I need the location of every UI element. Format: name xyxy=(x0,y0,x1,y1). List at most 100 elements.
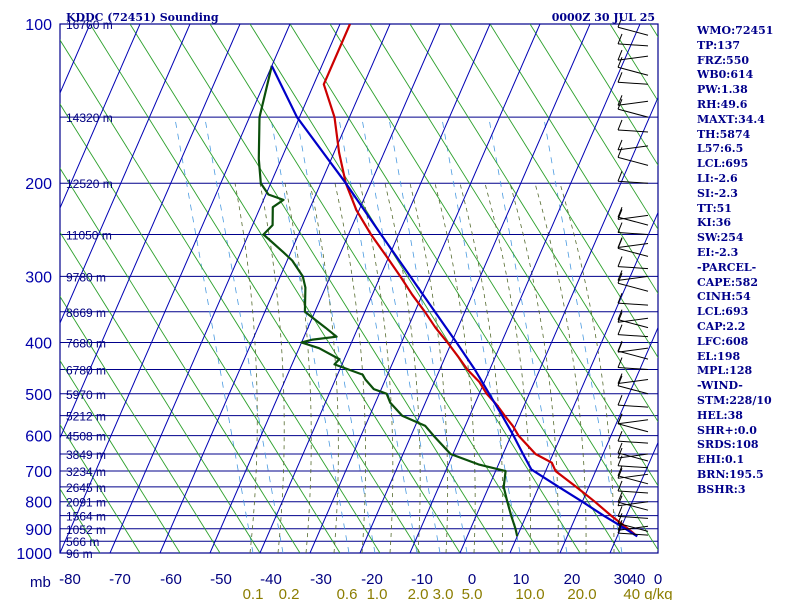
height-label: 7680 m xyxy=(66,336,106,350)
wind-barb-shaft xyxy=(617,247,649,257)
series-layer xyxy=(257,24,638,538)
height-label: 14320 m xyxy=(66,111,113,125)
wind-barb-flag xyxy=(617,357,623,368)
plot-frame xyxy=(59,23,659,554)
wind-barb-shaft xyxy=(617,367,649,371)
wind-barb-shaft xyxy=(617,465,649,469)
wind-barb-flag xyxy=(617,147,623,158)
wind-barb-flag xyxy=(617,292,623,304)
wind-barb-shaft xyxy=(617,350,649,360)
index-row: EI:-2.3 xyxy=(697,245,739,259)
isotherm-30 xyxy=(609,441,658,553)
wind-barb xyxy=(617,495,649,507)
index-row: RH:49.6 xyxy=(697,97,748,111)
indices-panel: WMO:72451 TP:137 FRZ:550 WB0:614 PW:1.38 RH:4… xyxy=(697,24,797,498)
wind-barb-shaft xyxy=(617,26,649,36)
wind-barb-shaft xyxy=(617,347,649,353)
wind-barb xyxy=(617,442,649,462)
wind-barb xyxy=(617,49,649,61)
height-label: 2091 m xyxy=(66,496,106,510)
dry-adiabat-17 xyxy=(60,231,261,553)
wind-barb-shaft xyxy=(617,423,649,433)
temperature-tick-label: -20 xyxy=(361,571,383,588)
moist-adiabat-11 xyxy=(509,183,559,553)
index-row: TT:51 xyxy=(697,201,732,215)
dry-adiabat-31 xyxy=(489,24,658,295)
wind-barb-shaft xyxy=(617,452,649,462)
wind-barb xyxy=(617,394,649,408)
dry-adiabat-33 xyxy=(569,24,658,166)
mixing-ratio-label: 0.1 xyxy=(243,586,264,600)
wind-barb-shaft xyxy=(617,475,649,485)
wind-barb-flag xyxy=(617,309,623,320)
wind-barb-flag xyxy=(617,506,623,517)
wind-barb xyxy=(617,455,649,469)
wind-barb xyxy=(617,341,649,353)
index-row: LCL:695 xyxy=(697,157,749,171)
wind-barb-shaft xyxy=(617,266,649,270)
wind-barb xyxy=(617,506,649,519)
moist-adiabat-4 xyxy=(334,183,366,553)
height-label: 1052 m xyxy=(66,523,106,537)
chart-datetime: 0000Z 30 JUL 25 xyxy=(552,11,655,24)
grid-layer xyxy=(59,23,659,554)
temperature-tick-label: 10 xyxy=(513,571,530,588)
isotherm--10 xyxy=(409,24,641,553)
moist-adiabat-layer xyxy=(234,183,615,553)
isotherm--60 xyxy=(159,24,391,553)
moist-adiabat-1 xyxy=(259,183,285,553)
mixing-ratio-line-8 xyxy=(488,117,568,553)
index-row: SI:-2.3 xyxy=(697,186,738,200)
dry-adiabat-22 xyxy=(129,24,461,553)
index-row: -WIND- xyxy=(697,379,743,393)
index-row: SHR+:0.0 xyxy=(697,423,757,437)
wind-barb xyxy=(617,57,649,76)
mixing-ratio-label: 40 g/kg xyxy=(623,586,672,600)
index-row: MPL:128 xyxy=(697,364,753,378)
index-row: TH:5874 xyxy=(697,127,751,141)
dry-adiabat-15 xyxy=(60,359,181,553)
dry-adiabat-14 xyxy=(60,423,141,553)
wind-barb-shaft xyxy=(617,385,649,395)
wind-barb-shaft xyxy=(617,81,649,85)
index-row: HEL:38 xyxy=(697,408,743,422)
parcel-line xyxy=(270,65,638,538)
wind-barb xyxy=(617,273,649,292)
index-row: PW:1.38 xyxy=(697,83,748,97)
pressure-tick-label: 900 xyxy=(25,522,52,539)
dry-adiabat-16 xyxy=(60,295,221,553)
index-row: EHI:0.1 xyxy=(697,453,745,467)
moist-adiabat-6 xyxy=(384,183,421,553)
moist-adiabat-9 xyxy=(459,183,504,553)
mixing-ratio-line-4 xyxy=(338,117,418,553)
wind-barb-shaft xyxy=(617,319,649,329)
wind-barb-flag xyxy=(617,375,623,386)
wind-barb-shaft xyxy=(617,453,649,459)
wind-barb-shaft xyxy=(617,180,649,184)
wind-barb xyxy=(617,270,649,281)
wind-barb-flag xyxy=(617,222,623,233)
height-label: 2645 m xyxy=(66,481,106,495)
temperature-line xyxy=(322,24,638,538)
wind-barb xyxy=(617,324,649,338)
mixing-ratio-line-9 xyxy=(543,117,623,553)
mixing-ratio-label: 3.0 xyxy=(433,586,454,600)
wind-barb-flag xyxy=(617,256,623,267)
mixing-ratio-label: 0.6 xyxy=(337,586,358,600)
wind-barb-shaft xyxy=(617,440,649,444)
wind-barb-flag xyxy=(617,270,623,281)
wind-barb-flag xyxy=(617,373,623,384)
dry-adiabat-25 xyxy=(249,24,581,553)
isotherm--70 xyxy=(109,24,341,553)
temperature-tick-label: 20 xyxy=(564,571,581,588)
height-label: 4508 m xyxy=(66,430,106,444)
wind-barb-shaft xyxy=(617,232,649,236)
wind-barb xyxy=(617,139,649,151)
index-row: EL:198 xyxy=(697,349,741,363)
mixing-ratio-line-5 xyxy=(361,117,441,553)
wind-barb xyxy=(617,480,649,494)
wind-barb-flag xyxy=(617,17,623,28)
wind-barb xyxy=(617,72,649,85)
moist-adiabat-5 xyxy=(359,183,394,553)
temperature-tick-label: 0 xyxy=(468,571,476,588)
